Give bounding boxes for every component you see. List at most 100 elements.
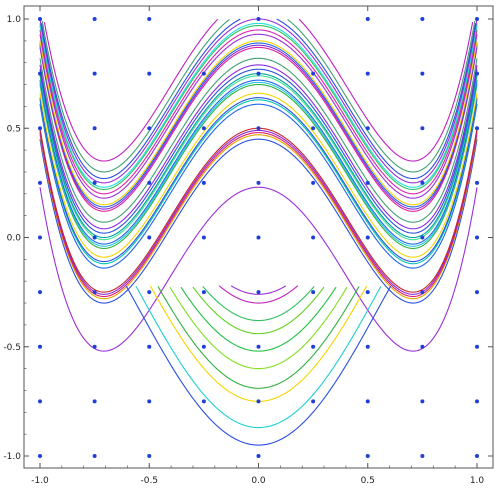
y-tick-label: 0.0 (7, 234, 22, 244)
sample-point (475, 17, 479, 21)
stream-line-8 (39, 99, 478, 265)
sample-point (475, 399, 479, 404)
lower-stream-line-2 (218, 285, 299, 304)
x-tick-label: 1.0 (470, 476, 485, 486)
sample-point (420, 180, 425, 185)
sample-point (201, 126, 206, 131)
sample-point (92, 454, 97, 458)
sample-point (38, 71, 42, 76)
sample-point (420, 399, 425, 404)
sample-point (256, 235, 261, 240)
sample-point (365, 344, 370, 349)
sample-point (147, 344, 152, 349)
sample-point (256, 454, 261, 458)
sample-point (38, 399, 42, 404)
y-tick-label: -1.0 (3, 452, 21, 462)
lower-stream-line-10 (125, 285, 392, 446)
sample-point (365, 399, 370, 404)
x-tick-label: -0.5 (140, 476, 158, 486)
stream-line-5 (39, 129, 478, 295)
sample-point (256, 399, 261, 404)
lower-stream-line-6 (169, 286, 348, 370)
sample-point (311, 235, 316, 240)
sample-point (365, 17, 370, 21)
stream-line-12 (39, 81, 478, 247)
lower-stream-line-3 (202, 285, 315, 322)
stream-line-22 (39, 40, 478, 206)
sample-point (147, 235, 152, 240)
sample-point (475, 344, 479, 349)
lower-stream-line-5 (180, 286, 337, 352)
sample-point (38, 235, 42, 240)
sample-point (147, 71, 152, 76)
stream-line-1 (39, 186, 478, 352)
stream-line-30 (43, 18, 474, 162)
sample-point (92, 180, 97, 185)
sample-point (365, 454, 370, 458)
sample-point (147, 290, 152, 295)
sample-point (92, 235, 97, 240)
sample-point (147, 126, 152, 131)
sample-point (201, 235, 206, 240)
sample-point (420, 454, 425, 458)
stream-line-18 (39, 57, 478, 223)
sample-point (201, 290, 206, 295)
sample-point (256, 180, 261, 185)
stream-line-19 (39, 46, 478, 212)
sample-point (420, 17, 425, 21)
stream-line-16 (39, 68, 478, 234)
sample-point (38, 454, 42, 458)
sample-point (365, 180, 370, 185)
stream-line-27 (39, 18, 478, 184)
stream-line-13 (39, 79, 478, 245)
stream-line-17 (39, 64, 478, 230)
stream-line-14 (39, 75, 478, 241)
sample-point (420, 235, 425, 240)
sample-point (201, 71, 206, 76)
axes: -1.0 -0.5 0.0 0.5 1.0 1.0 0.5 0.0 -0.5 -1.0 (3, 6, 493, 486)
sample-point (420, 344, 425, 349)
sample-point (92, 71, 97, 76)
sample-point (92, 399, 97, 404)
sample-point (201, 399, 206, 404)
sample-point (201, 344, 206, 349)
stream-line-20 (39, 44, 478, 210)
sample-point (365, 71, 370, 76)
stream-line-21 (39, 42, 478, 208)
lower-stream-line-1 (230, 285, 287, 295)
sample-point (311, 71, 316, 76)
stream-line-11 (39, 83, 478, 249)
sample-point (256, 290, 261, 295)
sample-point (311, 290, 316, 295)
sample-point (256, 17, 261, 21)
sample-point (365, 290, 370, 295)
sample-point (365, 126, 370, 131)
stream-line-3 (39, 134, 478, 300)
stream-line-15 (39, 73, 478, 239)
sample-point (256, 71, 261, 76)
sample-point (38, 290, 42, 295)
y-tick-label: 0.5 (7, 124, 21, 134)
y-tick-label: 1.0 (7, 15, 22, 25)
sample-point (475, 290, 479, 295)
stream-line-7 (39, 103, 478, 269)
x-tick-label: -1.0 (31, 476, 49, 486)
sample-point (147, 399, 152, 404)
lower-stream-line-4 (192, 286, 325, 335)
sample-point (311, 344, 316, 349)
sample-point (92, 344, 97, 349)
stream-line-23 (39, 33, 478, 199)
stream-line-25 (39, 25, 478, 190)
sample-point (92, 17, 97, 21)
sample-point (475, 71, 479, 76)
sample-point (420, 126, 425, 131)
sample-point (311, 399, 316, 404)
stream-line-10 (39, 92, 478, 258)
sample-point (38, 17, 42, 21)
sample-point (365, 235, 370, 240)
stream-line-26 (39, 22, 478, 188)
stream-line-24 (39, 29, 478, 195)
sample-point (201, 180, 206, 185)
sample-point (475, 235, 479, 240)
